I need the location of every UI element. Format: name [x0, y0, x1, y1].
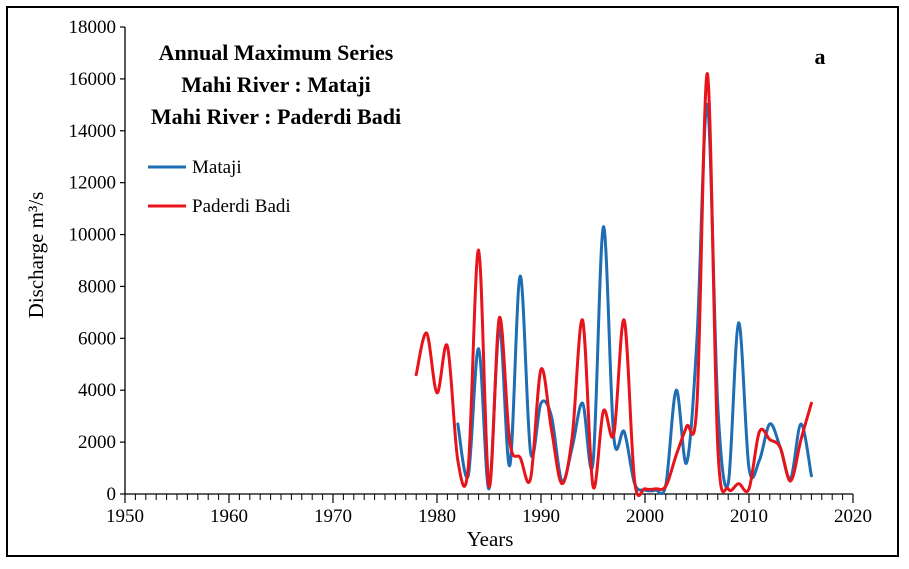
x-tick-label-1960: 1960	[210, 506, 248, 527]
y-axis-title: Discharge m³/s	[24, 192, 48, 319]
y-tick-label-6000: 6000	[78, 328, 116, 349]
figure-frame: 0 2000 4000 6000 8000 10000 12000 14000 16000 180…	[6, 6, 899, 557]
legend-label-paderdi-badi: Paderdi Badi	[192, 196, 291, 217]
y-tick-label-10000: 10000	[69, 225, 117, 246]
title-line-1: Annual Maximum Series	[159, 40, 394, 65]
y-tick-label-8000: 8000	[78, 276, 116, 297]
x-tick-label-2020: 2020	[834, 506, 872, 527]
x-axis-title: Years	[467, 527, 514, 551]
chart: 0 2000 4000 6000 8000 10000 12000 14000 16000 180…	[24, 17, 873, 551]
title-line-3: Mahi River : Paderdi Badi	[151, 104, 401, 129]
x-tick-label-1990: 1990	[522, 506, 560, 527]
series-line-mataji	[456, 103, 813, 496]
chart-title: Annual Maximum Series Mahi River : Mataj…	[151, 40, 401, 129]
y-tick-label-14000: 14000	[69, 121, 117, 142]
series-line-paderdi-badi	[414, 72, 813, 497]
x-tick-label-2000: 2000	[626, 506, 664, 527]
legend: Mataji Paderdi Badi	[148, 157, 291, 217]
title-line-2: Mahi River : Mataji	[181, 72, 371, 97]
x-tick-label-2010: 2010	[730, 506, 768, 527]
y-tick-label-2000: 2000	[78, 432, 116, 453]
series-layer	[414, 72, 813, 497]
x-tick-label-1970: 1970	[314, 506, 352, 527]
y-tick-label-4000: 4000	[78, 380, 116, 401]
legend-label-mataji: Mataji	[192, 157, 242, 178]
x-tick-label-1950: 1950	[106, 506, 144, 527]
axes: 0 2000 4000 6000 8000 10000 12000 14000 16000 180…	[69, 17, 873, 527]
y-tick-label-16000: 16000	[69, 69, 117, 90]
y-tick-label-12000: 12000	[69, 173, 117, 194]
y-tick-label-0: 0	[107, 484, 117, 505]
y-tick-label-18000: 18000	[69, 17, 117, 38]
panel-label: a	[815, 44, 826, 69]
x-tick-label-1980: 1980	[418, 506, 456, 527]
